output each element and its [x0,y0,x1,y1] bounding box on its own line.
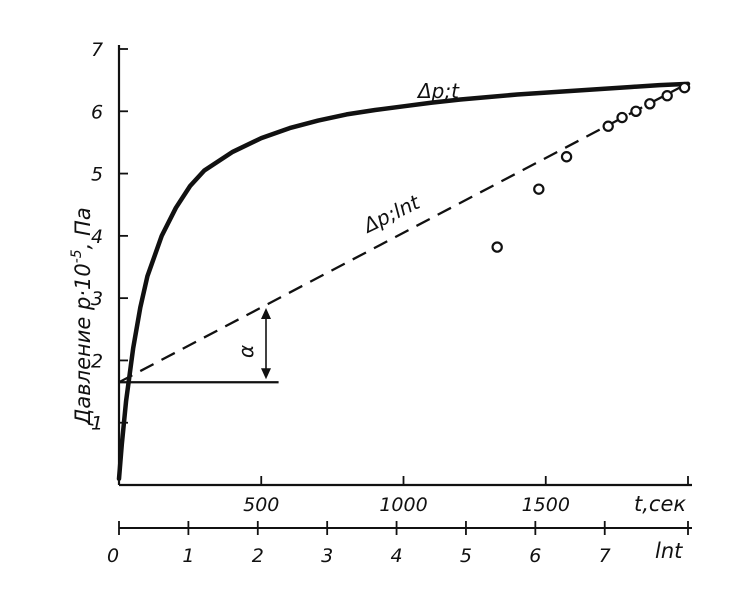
y-tick-label-7: 7 [91,39,103,61]
series-line-dp-t [116,81,691,482]
y-tick-label-4: 4 [91,226,103,248]
axes-layer [117,45,692,529]
x-bottom-tick-label-1: 1 [182,545,194,567]
x-axis-bottom-title: lnt [655,539,683,563]
x-axis-top-title: t,сек [634,492,686,516]
y-tick-label-2: 2 [91,350,103,372]
x-bottom-tick-label-6: 6 [529,545,541,567]
angle-alpha-label: α [234,345,258,358]
x-top-tick-label-1500: 1500 [522,494,570,516]
x-bottom-tick-label-5: 5 [460,545,472,567]
y-tick-label-1: 1 [91,413,103,435]
data-point-marker [661,90,673,102]
series-label-dp-lnt: Δp;lnt [358,189,425,238]
x-bottom-tick-label-2: 2 [252,545,264,567]
data-point-marker [616,111,628,124]
y-axis-title-exponent: -5 [69,249,85,263]
x-bottom-tick-label-3: 3 [321,545,333,567]
data-point-marker [644,98,656,110]
y-axis-title-unit: , Па [71,207,95,249]
x-bottom-tick-label-7: 7 [599,545,611,567]
y-tick-label-6: 6 [91,101,103,123]
angle-arrow-bottom [261,368,271,380]
labels-layer: Давление p·10-5, Па t,сек lnt Δp;t Δp;ln… [69,79,686,563]
y-axis-title-main: Давление p·10 [71,263,95,426]
data-point-marker [678,81,691,94]
y-tick-label-3: 3 [91,288,103,310]
x-top-tick-label-1000: 1000 [379,494,427,516]
data-point-marker [533,183,545,195]
ticks-layer: 1 2 3 4 5 6 7 500 1000 1500 0 1 2 3 4 5 6 7 [91,39,689,567]
angle-arrow-top [261,307,271,319]
x-top-tick-label-500: 500 [243,494,279,516]
x-bottom-tick-label-0: 0 [107,545,119,567]
data-point-marker [560,151,573,163]
data-point-marker [491,241,503,253]
data-point-marker [602,120,614,132]
series-label-dp-t: Δp;t [416,79,460,103]
data-point-marker [630,105,642,117]
series-layer [116,81,691,482]
y-axis-title: Давление p·10-5, Па [69,207,95,426]
y-tick-label-5: 5 [91,164,103,186]
x-bottom-tick-label-4: 4 [391,545,403,567]
series-line-dp-lnt [118,82,689,384]
